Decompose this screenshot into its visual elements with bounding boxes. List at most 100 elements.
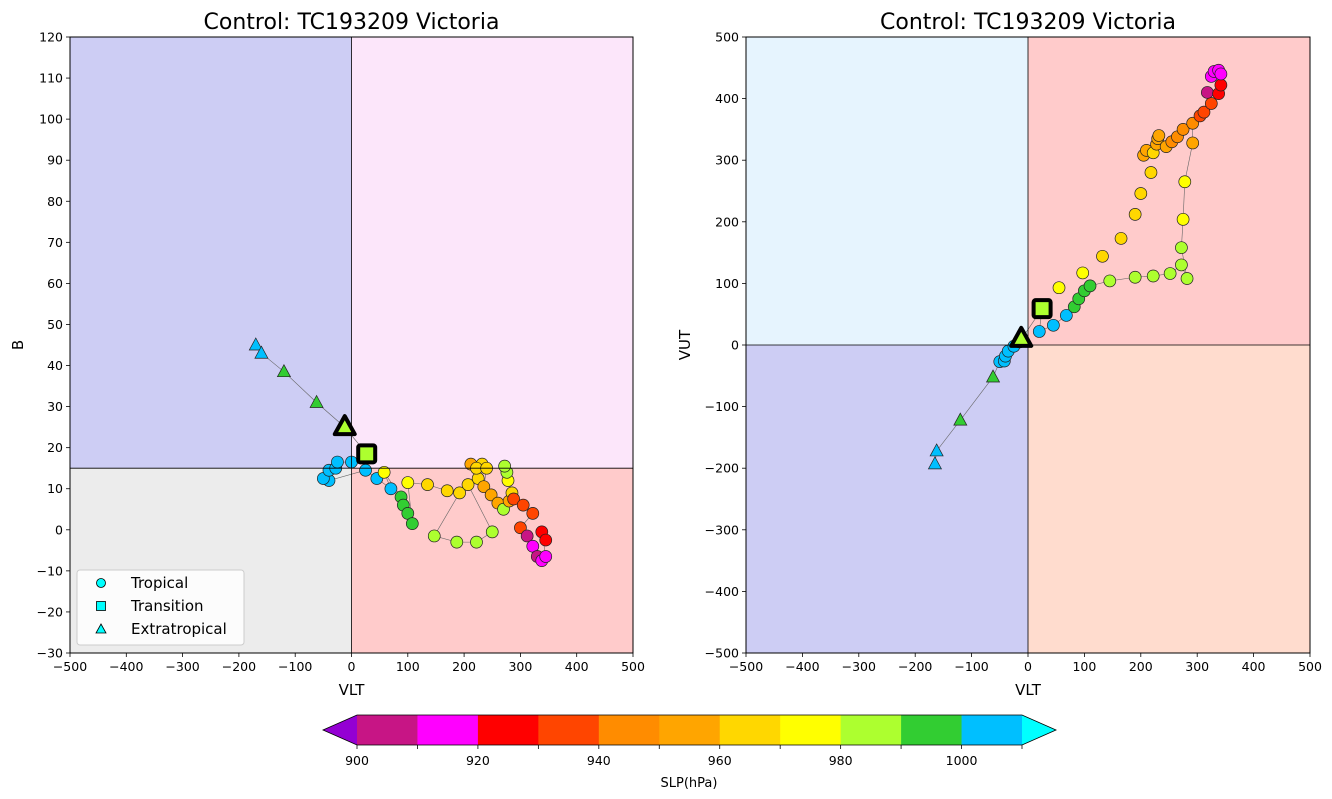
colorbar-tick-label: 960 (708, 753, 732, 768)
tropical-point (1214, 67, 1228, 81)
y-tick-label: 90 (47, 153, 63, 168)
colorbar-bands (322, 714, 1057, 746)
tropical-point (331, 455, 344, 469)
tropical-point (1214, 78, 1228, 92)
tropical-point (1083, 279, 1097, 293)
tropical-point (1175, 258, 1188, 272)
legend-triangle-marker (95, 623, 107, 634)
y-tick-label: 120 (39, 30, 63, 45)
y-tick-label: 300 (715, 153, 739, 168)
colorbar-band (840, 715, 902, 745)
extratropical-point (248, 337, 263, 351)
y-tick-label: 50 (47, 317, 63, 332)
phase-quadrant-2 (746, 345, 1028, 653)
phase-quadrant-0 (70, 37, 352, 469)
tropical-point (485, 525, 499, 539)
x-axis-label: VLT (339, 681, 366, 699)
chart-title: Control: TC193209 Victoria (880, 10, 1176, 35)
tropical-point (405, 517, 419, 530)
legend: Tropical Transition Extratropical (76, 569, 245, 646)
y-tick-label: 60 (47, 276, 63, 291)
tropical-point (1201, 86, 1214, 99)
tropical-point (1032, 325, 1046, 338)
tropical-point (516, 498, 530, 512)
x-tick-label: −100 (278, 659, 312, 674)
colorbar-band (961, 715, 1023, 745)
tropical-point (1047, 318, 1060, 332)
tropical-point (477, 480, 491, 494)
y-tick-label: −20 (37, 604, 63, 619)
tropical-point (1128, 208, 1142, 221)
tropical-point (1163, 267, 1177, 280)
phase-dividers (746, 37, 1310, 653)
et-start-marker (1009, 325, 1034, 348)
y-tick-label: 20 (47, 440, 63, 455)
tropical-point (1204, 97, 1218, 110)
x-tick-label: 200 (452, 659, 476, 674)
tropical-point (1146, 269, 1160, 283)
tropical-point (384, 482, 398, 496)
x-tick-label: −300 (842, 659, 876, 674)
colorbar-ticks: 900 920 940 960 980 1000 (345, 745, 1023, 768)
y-axis-label: B (9, 340, 27, 350)
extratropical-point (927, 456, 943, 470)
legend-label-tropical: Tropical (130, 574, 188, 592)
y-tick-label: 80 (47, 194, 63, 209)
x-tick-label: −200 (898, 659, 932, 674)
phase-quadrants (746, 37, 1310, 653)
y-axis-label: VUT (676, 329, 694, 360)
tropical-point (1175, 241, 1188, 255)
x-tick-label: −500 (729, 659, 763, 674)
tropical-point (1186, 136, 1200, 150)
y-tick-label: −100 (705, 399, 739, 414)
tropical-point (498, 459, 511, 473)
tropical-point (1052, 281, 1066, 295)
tropical-point (507, 492, 520, 506)
y-tick-label: 0 (55, 522, 63, 537)
colorbar-band (719, 715, 781, 745)
vut-vs-vlt-panel: −500 −400 −300 −200 −100 0 100 200 300 400 500 −50… (676, 10, 1322, 699)
tropical-point (1096, 249, 1109, 263)
tropical-point (401, 476, 415, 489)
colorbar-band (417, 715, 479, 745)
y-axis-ticks: −30 −20 −10 0 10 20 30 40 50 60 70 80 90 100 110 120 (37, 30, 70, 661)
y-tick-label: 200 (715, 214, 739, 229)
extratropical-point (309, 394, 324, 408)
tropical-point (1152, 129, 1166, 142)
y-tick-label: 10 (47, 481, 63, 496)
x-tick-label: 400 (565, 659, 589, 674)
legend-square-marker (96, 601, 106, 611)
tropical-point (1114, 232, 1128, 245)
tropical-point (470, 535, 483, 549)
colorbar-over-arrow (1022, 715, 1056, 745)
storm-points (248, 337, 553, 567)
colorbar-band (598, 715, 660, 745)
x-tick-label: 0 (348, 659, 356, 674)
colorbar-band (780, 715, 842, 745)
tropical-point (514, 521, 527, 535)
x-tick-label: 300 (508, 659, 532, 674)
colorbar-band (659, 715, 721, 745)
extratropical-point (985, 369, 1001, 383)
x-axis-ticks: −500 −400 −300 −200 −100 0 100 200 300 400 500 (729, 653, 1322, 674)
phase-quadrant-3 (1028, 345, 1310, 653)
tropical-point (1178, 175, 1192, 189)
y-tick-label: 100 (715, 276, 739, 291)
x-tick-label: 100 (396, 659, 420, 674)
tropical-point (1176, 123, 1190, 136)
colorbar-tick-label: 1000 (946, 753, 978, 768)
extratropical-point (953, 412, 968, 426)
x-tick-label: 200 (1129, 659, 1153, 674)
transition-marker (1031, 298, 1053, 320)
tropical-point (520, 529, 534, 543)
colorbar-tick-label: 900 (345, 753, 369, 768)
x-tick-label: 300 (1185, 659, 1209, 674)
tropical-point (461, 478, 475, 491)
x-tick-label: 100 (1072, 659, 1096, 674)
extratropical-point (929, 443, 944, 457)
tropical-point (1134, 187, 1148, 200)
colorbar-band (538, 715, 600, 745)
colorbar-tick-label: 920 (466, 753, 490, 768)
phase-dividers (70, 37, 633, 653)
